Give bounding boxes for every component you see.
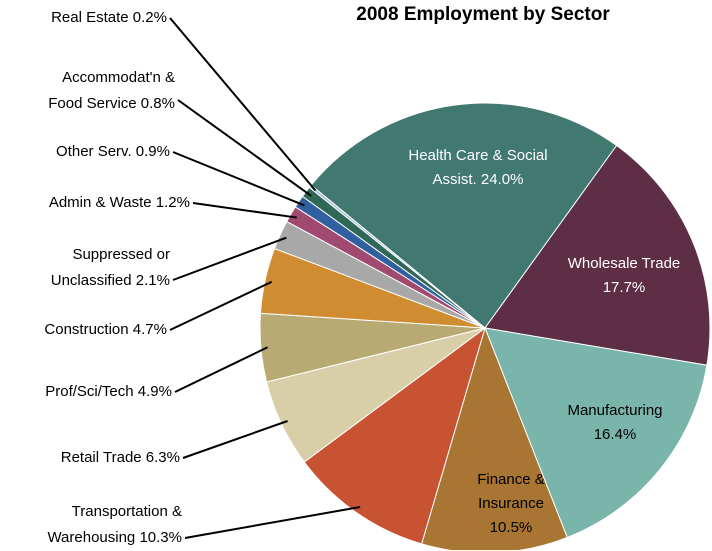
category-label: Transportation & Warehousing	[47, 503, 182, 546]
slice-label: Health Care & Social Assist. 24.0%	[408, 144, 548, 192]
value-label: 2.1%	[135, 272, 170, 289]
chart-title: 2008 Employment by Sector	[356, 4, 610, 25]
pie-slice	[484, 144, 711, 366]
slice-label: Retail Trade 6.3%	[61, 445, 180, 471]
leader-line	[172, 236, 287, 281]
leader-line	[172, 151, 305, 207]
slice-label: Admin & Waste 1.2%	[49, 190, 190, 216]
leader-line	[169, 280, 273, 331]
category-label: Construction	[44, 321, 129, 338]
category-label: Accommodat'n & Food Service	[48, 69, 175, 112]
value-label: 10.5%	[489, 519, 533, 536]
category-label: Real Estate	[51, 9, 129, 26]
pie-slice	[421, 326, 568, 550]
value-label: 10.3%	[139, 529, 182, 546]
pie-slice	[484, 327, 708, 539]
category-label: Other Serv.	[56, 143, 132, 160]
leader-line	[169, 17, 317, 192]
value-label: 0.8%	[140, 95, 175, 112]
slice-label: Transportation & Warehousing 10.3%	[42, 499, 182, 551]
slice-label: Finance & Insurance 10.5%	[466, 468, 556, 540]
pie-slice	[310, 102, 618, 329]
value-label: 6.3%	[145, 449, 180, 466]
value-label: 0.9%	[135, 143, 170, 160]
category-label: Admin & Waste	[48, 194, 152, 211]
category-label: Prof/Sci/Tech	[45, 383, 134, 400]
value-label: 16.4%	[593, 426, 637, 443]
slice-label: Real Estate 0.2%	[51, 5, 167, 31]
slice-label: Accommodat'n & Food Service 0.8%	[40, 65, 175, 117]
value-label: 1.2%	[155, 194, 190, 211]
category-label: Suppressed or Unclassified	[50, 246, 170, 289]
leader-line	[174, 346, 269, 393]
slice-label: Other Serv. 0.9%	[56, 139, 170, 165]
slice-label: Wholesale Trade 17.7%	[564, 252, 684, 300]
pie-slice	[303, 326, 486, 545]
leader-line	[184, 506, 361, 539]
category-label: Manufacturing	[567, 402, 663, 419]
leader-line	[192, 202, 297, 219]
leader-line	[182, 420, 288, 459]
category-label: Wholesale Trade	[567, 255, 681, 272]
category-label: Finance & Insurance	[477, 471, 545, 512]
value-label: 0.2%	[132, 9, 167, 26]
slice-label: Construction 4.7%	[44, 317, 167, 343]
slice-label: Suppressed or Unclassified 2.1%	[35, 242, 170, 294]
leader-line	[177, 99, 312, 197]
slice-label: Manufacturing 16.4%	[555, 399, 675, 447]
slice-label: Prof/Sci/Tech 4.9%	[45, 379, 172, 405]
value-label: 4.9%	[137, 383, 172, 400]
category-label: Health Care & Social Assist.	[408, 147, 548, 188]
value-label: 17.7%	[602, 279, 646, 296]
value-label: 24.0%	[480, 171, 524, 188]
category-label: Retail Trade	[60, 449, 142, 466]
value-label: 4.7%	[132, 321, 167, 338]
